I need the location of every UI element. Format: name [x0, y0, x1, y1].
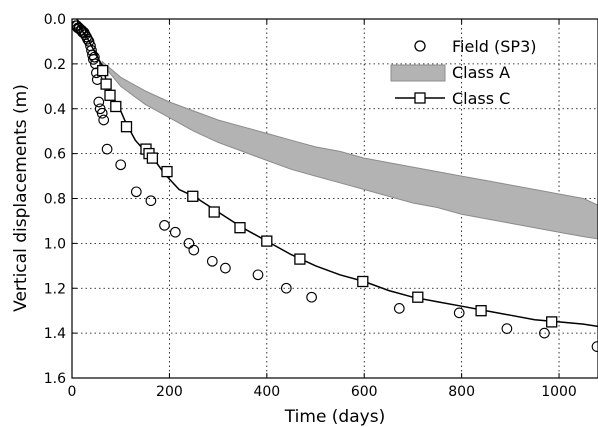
field-point	[159, 220, 170, 231]
y-tick-label: 1.6	[44, 371, 66, 387]
class-c-marker	[357, 275, 369, 288]
field-point	[220, 262, 231, 274]
y-tick-label: 0.2	[44, 57, 66, 73]
class-c-marker	[234, 222, 246, 234]
legend: Field (SP3) Class A Class C	[390, 37, 536, 108]
field-point	[169, 226, 181, 238]
y-tick-label: 0.4	[44, 102, 66, 118]
field-point	[280, 282, 292, 294]
class-c-marker	[161, 165, 173, 178]
field-point	[501, 323, 513, 334]
field-point	[89, 51, 100, 63]
field-point	[82, 33, 93, 45]
y-tick-label: 0.0	[44, 12, 66, 28]
legend-label-field: Field (SP3)	[452, 37, 536, 56]
field-point	[145, 195, 157, 207]
field-point	[93, 96, 105, 108]
field-point	[115, 159, 127, 171]
legend-swatch-class-a	[390, 64, 446, 82]
x-tick-label: 400	[253, 384, 280, 400]
class-c-marker	[100, 78, 112, 90]
x-tick-label: 200	[156, 384, 183, 400]
class-c-marker	[208, 206, 220, 218]
field-point	[252, 269, 264, 281]
plot-area	[72, 19, 598, 352]
field-point	[453, 307, 465, 319]
field-point	[539, 327, 550, 339]
class-c-marker	[104, 89, 116, 101]
legend-marker-class-c	[414, 92, 426, 104]
legend-marker-field	[414, 40, 426, 52]
grid	[72, 19, 598, 378]
field-point	[96, 107, 108, 119]
class-c-marker	[146, 152, 159, 164]
field-point	[101, 143, 113, 155]
x-tick-label: 800	[448, 384, 475, 400]
x-axis-label: Time (days)	[284, 407, 385, 427]
field-point	[206, 255, 218, 267]
class-c-marker	[475, 305, 487, 317]
ticks: 0 200 400 600 800 1000 0.0 0.2 0.4 0.6 0.8 1.0 1.2 1.…	[44, 12, 577, 400]
x-tick-label: 0	[68, 384, 77, 400]
y-tick-label: 1.4	[44, 326, 66, 342]
y-tick-label: 1.0	[44, 236, 66, 252]
class-c-marker	[546, 316, 558, 328]
x-tick-label: 1000	[541, 384, 577, 400]
class-c-marker	[120, 121, 133, 133]
field-point	[130, 186, 142, 198]
field-point	[306, 291, 317, 303]
field-point	[591, 341, 598, 352]
class-c-marker	[187, 190, 199, 202]
class-c-marker	[261, 235, 273, 247]
field-point	[393, 303, 405, 314]
class-c-marker	[294, 253, 306, 265]
y-tick-label: 1.2	[44, 281, 66, 297]
class-c-marker	[97, 64, 109, 77]
y-tick-label: 0.6	[44, 147, 66, 163]
class-c-marker	[110, 100, 122, 113]
field-point	[98, 114, 110, 126]
field-point	[90, 58, 101, 70]
field-point	[188, 244, 200, 256]
class-c-marker	[412, 291, 424, 303]
legend-label-class-a: Class A	[452, 63, 510, 82]
class-a-band	[101, 60, 598, 240]
x-tick-label: 600	[351, 384, 378, 400]
y-axis-label: Vertical displacements (m)	[11, 84, 31, 312]
legend-label-class-c: Class C	[452, 89, 510, 108]
y-tick-label: 0.8	[44, 192, 66, 208]
